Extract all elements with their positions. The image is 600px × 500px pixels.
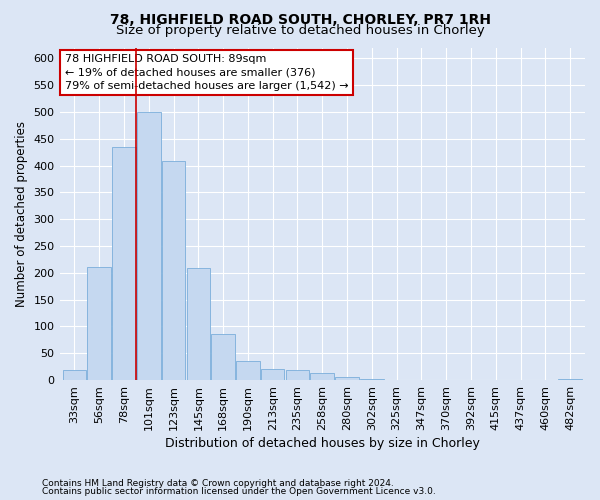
Bar — [187, 268, 210, 380]
Bar — [137, 112, 161, 380]
Text: Size of property relative to detached houses in Chorley: Size of property relative to detached ho… — [116, 24, 484, 37]
Text: 78, HIGHFIELD ROAD SOUTH, CHORLEY, PR7 1RH: 78, HIGHFIELD ROAD SOUTH, CHORLEY, PR7 1… — [110, 12, 491, 26]
Bar — [261, 369, 284, 380]
Text: Contains public sector information licensed under the Open Government Licence v3: Contains public sector information licen… — [42, 487, 436, 496]
Bar — [559, 379, 582, 380]
X-axis label: Distribution of detached houses by size in Chorley: Distribution of detached houses by size … — [165, 437, 480, 450]
Bar — [335, 378, 359, 380]
Text: Contains HM Land Registry data © Crown copyright and database right 2024.: Contains HM Land Registry data © Crown c… — [42, 478, 394, 488]
Bar — [286, 370, 309, 380]
Bar — [310, 372, 334, 380]
Bar — [162, 161, 185, 380]
Bar — [360, 379, 383, 380]
Bar — [62, 370, 86, 380]
Text: 78 HIGHFIELD ROAD SOUTH: 89sqm
← 19% of detached houses are smaller (376)
79% of: 78 HIGHFIELD ROAD SOUTH: 89sqm ← 19% of … — [65, 54, 349, 90]
Bar — [88, 267, 111, 380]
Bar — [211, 334, 235, 380]
Bar — [112, 146, 136, 380]
Bar — [236, 361, 260, 380]
Y-axis label: Number of detached properties: Number of detached properties — [15, 121, 28, 307]
